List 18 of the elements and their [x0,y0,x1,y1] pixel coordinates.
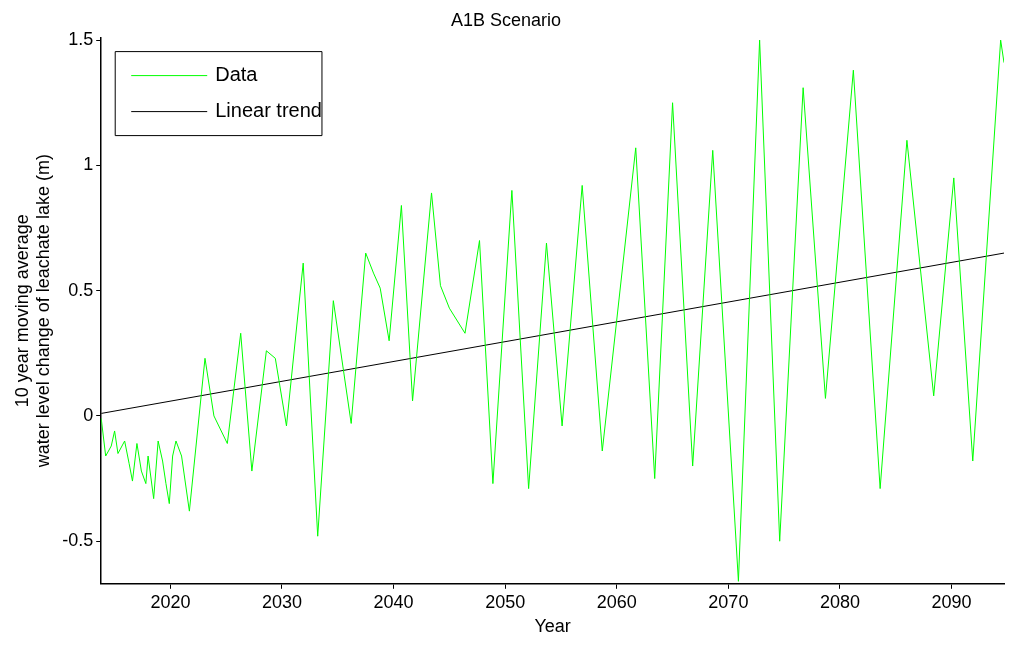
x-axis-title: Year [534,616,571,637]
y-tick-label: -0.5 [62,530,94,551]
x-tick-label: 2030 [261,591,303,612]
legend-label: Data [215,63,259,86]
y-tick-label: 0.5 [68,279,94,300]
x-tick-label: 2050 [485,591,526,612]
legend-label: Linear trend [215,99,322,122]
x-tick-label: 2060 [596,591,637,612]
chart-title: A1B Scenario [450,9,562,30]
y-tick-label: 0 [83,404,94,425]
x-tick-label: 2070 [708,591,749,612]
x-tick-label: 2080 [819,591,860,612]
x-tick-label: 2040 [373,591,414,612]
y-axis-title: 10 year moving average water level change of leachate lake (m) [11,154,54,469]
y-tick-label: 1.5 [68,29,94,50]
x-tick-label: 2020 [150,591,191,612]
y-tick-label: 1 [83,154,94,175]
x-tick-label: 2090 [931,591,972,612]
